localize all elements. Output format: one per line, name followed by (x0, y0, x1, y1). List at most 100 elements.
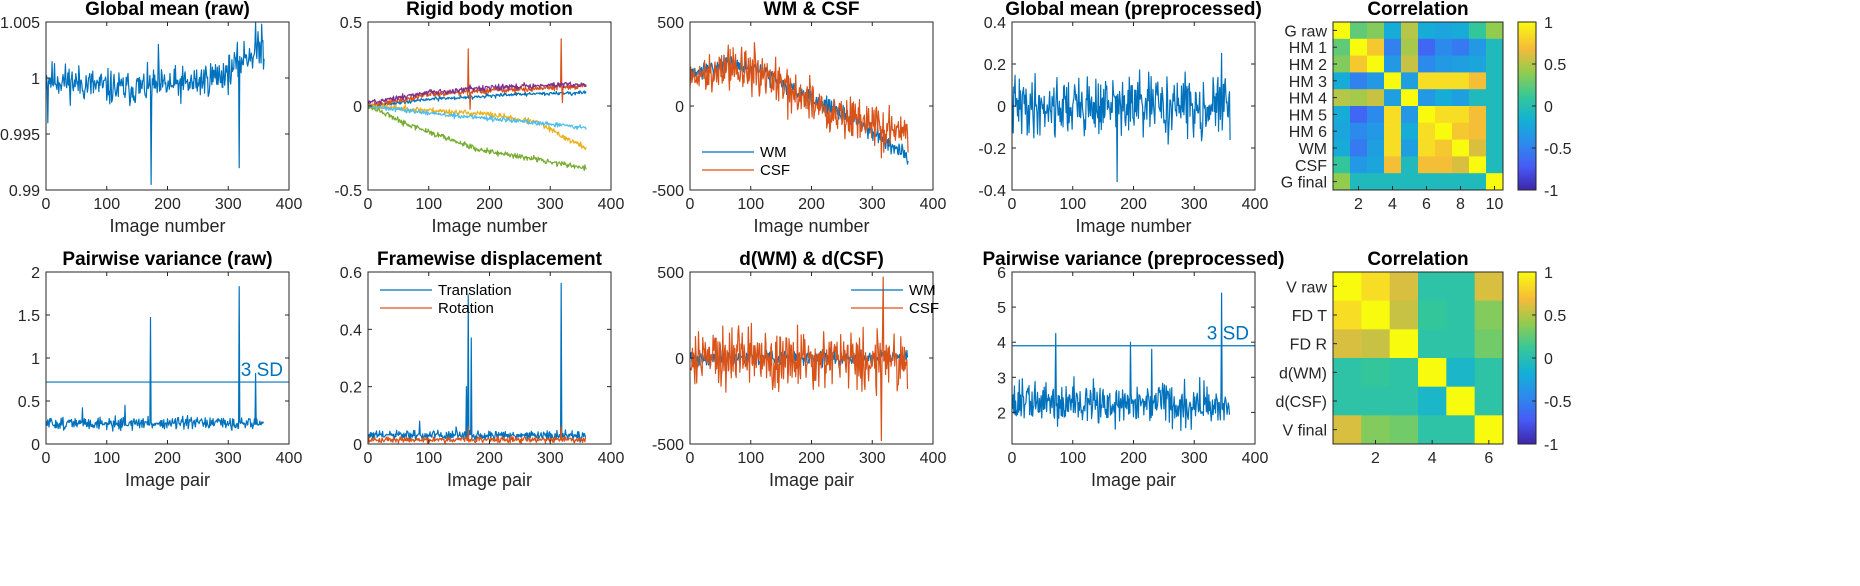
legend-label: CSF (909, 300, 939, 317)
heatmap-cell (1389, 386, 1419, 416)
heatmap-cell (1452, 22, 1470, 40)
row-label: V final (1283, 423, 1327, 440)
x-tick-label: 400 (598, 450, 625, 467)
heatmap-cell (1452, 38, 1470, 56)
panel-correlation-bottom: Correlation V raw FD T FD R d(WM) d(CSF) V fin… (1275, 249, 1571, 467)
heatmap-cell (1367, 139, 1385, 157)
row-label: d(WM) (1279, 365, 1327, 382)
x-tick-label: 100 (93, 450, 120, 467)
panel-title: Framewise displacement (377, 249, 603, 270)
heatmap-cell (1389, 300, 1419, 330)
heatmap-cell (1361, 272, 1391, 302)
heatmap-cell (1474, 329, 1504, 359)
x-tick-label: 300 (859, 450, 886, 467)
series-line-4 (368, 104, 587, 172)
heatmap-cell (1333, 139, 1351, 157)
y-tick-label: 0.2 (340, 380, 362, 397)
x-axis-label: Image pair (1091, 470, 1176, 490)
heatmap-cell (1333, 38, 1351, 56)
y-tick-label: 0 (353, 99, 362, 116)
threshold-label: 3 SD (241, 360, 283, 381)
heatmap-cell (1367, 38, 1385, 56)
panel-title: Global mean (raw) (85, 0, 250, 20)
series-line-2 (368, 103, 587, 150)
heatmap-cell (1333, 173, 1351, 191)
series-line-0 (46, 286, 265, 432)
legend-label: WM (909, 282, 936, 299)
heatmap-cell (1333, 122, 1351, 140)
x-tick-label: 300 (215, 196, 242, 213)
y-tick-label: 0.5 (18, 394, 40, 411)
series-line-rotation (368, 426, 587, 444)
heatmap-cell (1474, 386, 1504, 416)
row-label: WM (1299, 141, 1327, 158)
heatmap-cell (1418, 300, 1447, 330)
heatmap-cell (1435, 55, 1453, 73)
x-tick-label: 400 (1242, 450, 1269, 467)
heatmap-cell (1469, 72, 1487, 90)
heatmap-cell (1435, 139, 1453, 157)
heatmap-cell (1389, 272, 1419, 302)
panel-global-mean-raw: Global mean (raw) 0 100 200 300 400 0.99 0.995 1… (0, 0, 302, 236)
heatmap-cell (1333, 386, 1362, 416)
x-tick-label: 400 (920, 196, 947, 213)
series-line-3 (368, 81, 587, 105)
row-label: HM 2 (1289, 57, 1327, 74)
heatmap-cell (1350, 38, 1368, 56)
colorbar-tick-label: 0.5 (1544, 308, 1566, 325)
heatmap-cell (1486, 173, 1504, 191)
heatmap-cell (1333, 22, 1351, 40)
y-tick-label: 0 (675, 99, 684, 116)
heatmap-cell (1435, 122, 1453, 140)
panel-title: Global mean (preprocessed) (1005, 0, 1262, 20)
x-tick-label: 200 (154, 196, 181, 213)
row-label: FD R (1290, 337, 1327, 354)
heatmap-cell (1367, 156, 1385, 174)
y-tick-label: 4 (997, 335, 1006, 352)
panel-title: d(WM) & d(CSF) (739, 249, 884, 270)
heatmap-cell (1435, 173, 1453, 191)
heatmap-cell (1486, 106, 1504, 124)
axes-box (1332, 21, 1504, 191)
heatmap-cell (1367, 22, 1385, 40)
heatmap-cell (1361, 300, 1391, 330)
heatmap-cell (1446, 415, 1476, 445)
heatmap-cell (1469, 122, 1487, 140)
heatmap-cell (1486, 22, 1504, 40)
heatmap-cell (1384, 122, 1402, 140)
colorbar-tick-label: 0.5 (1544, 57, 1566, 74)
heatmap-cell (1474, 272, 1504, 302)
panel-title: Pairwise variance (preprocessed) (982, 249, 1284, 270)
series-line-0 (46, 22, 265, 185)
x-tick-label: 200 (798, 450, 825, 467)
heatmap-cell (1446, 329, 1476, 359)
heatmap-cell (1474, 300, 1504, 330)
heatmap-cell (1418, 72, 1436, 90)
heatmap-cell (1446, 272, 1476, 302)
x-tick-label: 300 (1181, 450, 1208, 467)
heatmap-cell (1452, 89, 1470, 107)
legend-label: Translation (438, 282, 512, 299)
x-axis-label: Image pair (769, 470, 854, 490)
colorbar-tick-label: 0 (1544, 351, 1553, 368)
plot-area (1012, 292, 1231, 432)
panel-pairwise-variance-raw: Pairwise variance (raw) 3 SD 0 100 200 300 400… (18, 249, 303, 490)
row-label: HM 3 (1289, 74, 1327, 91)
heatmap-cell (1367, 89, 1385, 107)
heatmap-cell (1384, 89, 1402, 107)
heatmap-cell (1350, 173, 1368, 191)
panel-pairwise-variance-preprocessed: Pairwise variance (preprocessed) 3 SD 0 100… (982, 249, 1284, 490)
plot-area (1012, 52, 1231, 183)
heatmap-cell (1367, 106, 1385, 124)
y-tick-label: -0.5 (334, 183, 362, 200)
heatmap-cell (1350, 156, 1368, 174)
x-tick-label: 200 (798, 196, 825, 213)
row-label: V raw (1286, 279, 1327, 296)
series-line-translation (368, 282, 587, 443)
heatmap-cell (1418, 272, 1447, 302)
series-line-csf (690, 276, 909, 442)
row-label: HM 4 (1289, 91, 1327, 108)
